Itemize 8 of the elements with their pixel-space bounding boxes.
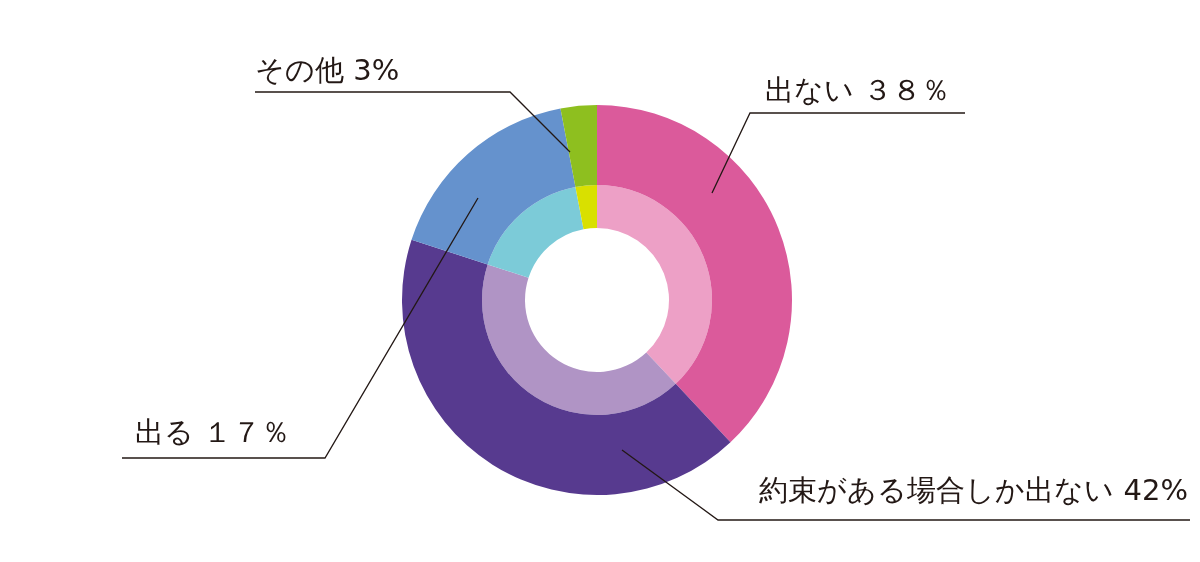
slice-label: その他 bbox=[255, 53, 344, 87]
text: 42% bbox=[1123, 473, 1188, 507]
slice-label: 出る bbox=[135, 415, 194, 449]
text: １７％ bbox=[203, 415, 291, 449]
text: 3% bbox=[353, 53, 400, 87]
text: ３８％ bbox=[863, 73, 951, 107]
slice-label: 約束がある場合しか出ない bbox=[759, 473, 1115, 507]
slice-label: 出ない bbox=[765, 73, 854, 107]
